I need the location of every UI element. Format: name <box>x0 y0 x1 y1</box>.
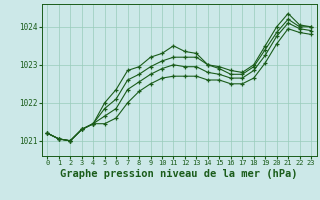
X-axis label: Graphe pression niveau de la mer (hPa): Graphe pression niveau de la mer (hPa) <box>60 169 298 179</box>
